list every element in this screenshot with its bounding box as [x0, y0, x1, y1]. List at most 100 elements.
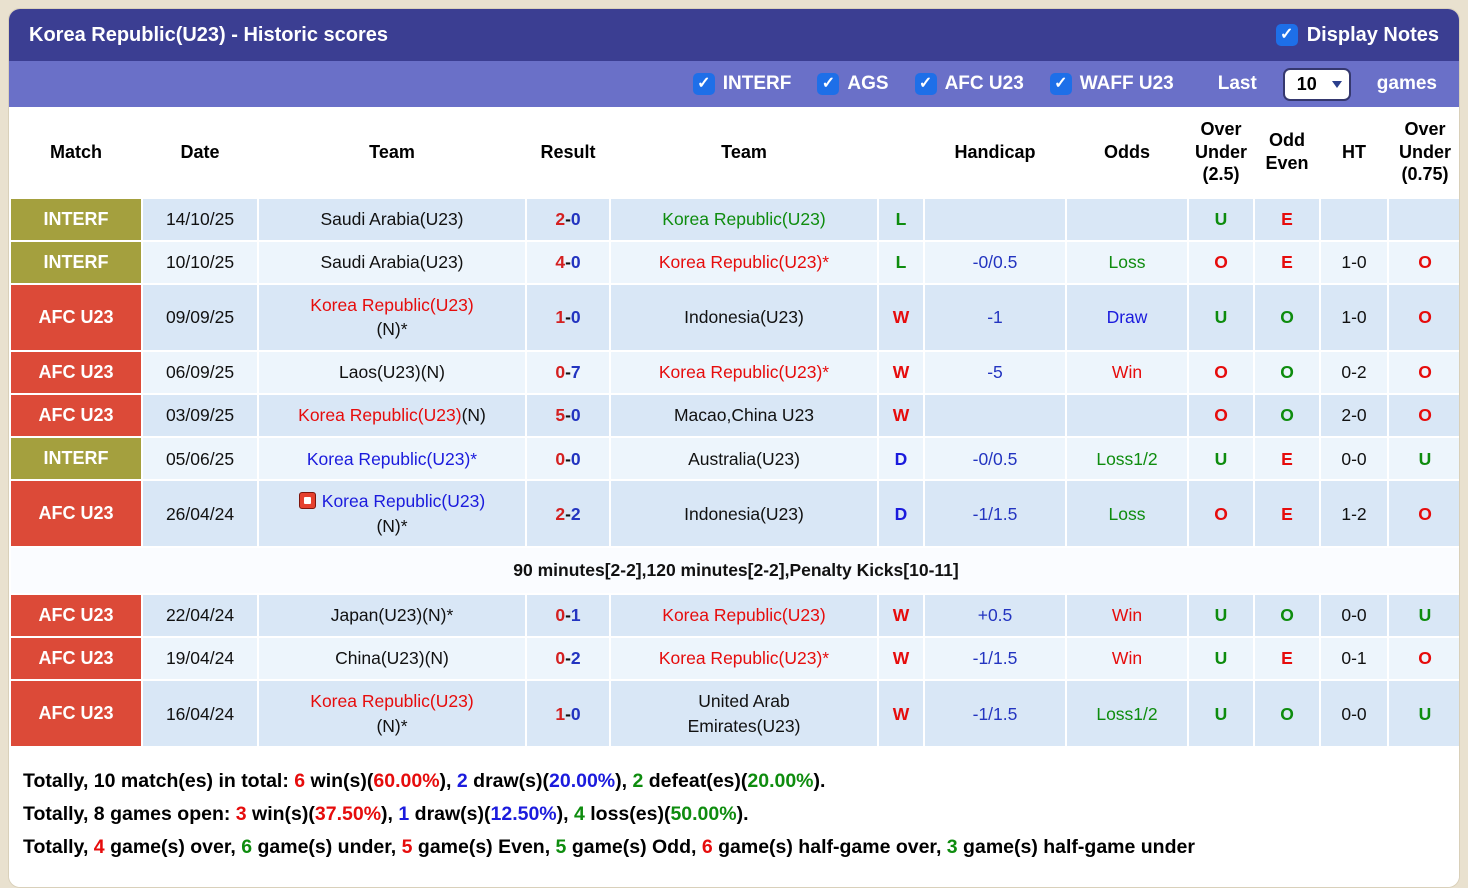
result-cell: 0-7	[525, 349, 611, 396]
away-score: 0	[570, 448, 581, 469]
col-header-team-home: Team	[258, 107, 526, 198]
team-name: Korea Republic(U23)	[298, 405, 462, 426]
handicap-cell: -0/0.5	[923, 239, 1067, 285]
odd-even-cell: O	[1253, 393, 1321, 439]
filter-ags-checkbox[interactable]	[817, 73, 840, 95]
team-name: China(U23)(N)	[335, 648, 449, 669]
home-team-cell: Saudi Arabia(U23)	[257, 239, 527, 285]
over-under-0-75-cell: U	[1387, 592, 1459, 639]
over-under-0-75-cell: O	[1387, 349, 1459, 396]
odd-even-cell: O	[1253, 349, 1321, 396]
away-team-cell: Macao,China U23	[609, 393, 879, 439]
odds-cell: Loss1/2	[1065, 436, 1189, 482]
home-team-cell: Japan(U23)(N)*	[257, 592, 527, 639]
team-name: Korea Republic(U23)*	[306, 448, 478, 469]
col-header-odd-even: Odd Even	[1254, 107, 1320, 198]
team-name: Korea Republic(U23)*	[658, 648, 830, 669]
match-row-10: AFC U23 16/04/24 Korea Republic(U23) (N)* 1-…	[9, 679, 1459, 749]
odds-cell: Win	[1065, 592, 1189, 639]
col-header-ht: HT	[1320, 107, 1388, 198]
match-row-3: AFC U23 09/09/25 Korea Republic(U23) (N)* 1-…	[9, 282, 1459, 352]
filter-afc-u23[interactable]: AFC U23	[914, 73, 1024, 95]
odds-cell: Win	[1065, 349, 1189, 396]
competition-badge: INTERF	[9, 436, 143, 482]
date-cell: 26/04/24	[141, 479, 259, 549]
home-team-cell: China(U23)(N)	[257, 636, 527, 682]
away-team-cell: Korea Republic(U23)*	[609, 636, 879, 682]
team-name: Macao,China U23	[673, 405, 815, 426]
handicap-cell: -1/1.5	[923, 636, 1067, 682]
handicap-cell: -5	[923, 349, 1067, 396]
home-team-cell: Saudi Arabia(U23)	[257, 196, 527, 242]
away-score: 2	[570, 648, 581, 669]
odd-even-cell: O	[1253, 592, 1321, 639]
home-score: 0	[555, 648, 566, 669]
handicap-cell: +0.5	[923, 592, 1067, 639]
match-row-1: INTERF 14/10/25 Saudi Arabia(U23) 2-0 Korea …	[9, 196, 1459, 242]
wdl-cell: D	[877, 436, 925, 482]
team-name: Laos(U23)(N)	[339, 362, 445, 383]
home-team-cell: Korea Republic(U23) (N)*	[257, 282, 527, 352]
col-header-handicap: Handicap	[924, 107, 1066, 198]
result-cell: 1-0	[525, 679, 611, 749]
display-notes-toggle[interactable]: Display Notes	[1275, 23, 1439, 47]
filter-waff-u23-checkbox[interactable]	[1049, 73, 1072, 95]
filter-interf-checkbox[interactable]	[692, 73, 715, 95]
result-cell: 2-2	[525, 479, 611, 549]
team-name: (N)	[461, 405, 486, 426]
col-header-result: Result	[526, 107, 610, 198]
date-cell: 22/04/24	[141, 592, 259, 639]
display-notes-checkbox[interactable]	[1275, 24, 1298, 46]
filter-ags[interactable]: AGS	[817, 73, 889, 95]
team-name: Japan(U23)(N)*	[330, 605, 454, 626]
away-score: 2	[570, 503, 581, 524]
result-cell: 1-0	[525, 282, 611, 352]
team-name: Australia(U23)	[688, 448, 800, 469]
over-under-2-5-cell: U	[1187, 592, 1255, 639]
competition-badge: AFC U23	[9, 679, 143, 749]
over-under-2-5-cell: U	[1187, 436, 1255, 482]
result-cell: 0-2	[525, 636, 611, 682]
home-score: 0	[555, 448, 566, 469]
team-name: Korea Republic(U23)	[662, 208, 826, 229]
ht-cell: 0-0	[1319, 679, 1389, 749]
last-label: Last	[1217, 73, 1257, 94]
competition-badge: AFC U23	[9, 282, 143, 352]
match-row-7: AFC U23 26/04/24 Korea Republic(U23) (N)* 2-…	[9, 479, 1459, 549]
ht-cell: 1-0	[1319, 239, 1389, 285]
date-cell: 16/04/24	[141, 679, 259, 749]
summary-line-1: Totally, 10 match(es) in total: 6 win(s)…	[23, 770, 826, 793]
home-score: 0	[555, 605, 566, 626]
away-team-cell: Indonesia(U23)	[609, 282, 879, 352]
over-under-0-75-cell: O	[1387, 239, 1459, 285]
date-cell: 09/09/25	[141, 282, 259, 352]
games-label: games	[1376, 73, 1437, 94]
competition-badge: AFC U23	[9, 349, 143, 396]
wdl-cell: W	[877, 679, 925, 749]
filter-ags-label: AGS	[847, 73, 889, 94]
team-name: Indonesia(U23)	[684, 307, 804, 328]
away-team-cell: Korea Republic(U23)	[609, 196, 879, 242]
odd-even-cell: E	[1253, 636, 1321, 682]
ht-cell: 0-0	[1319, 436, 1389, 482]
wdl-cell: W	[877, 282, 925, 352]
wdl-cell: W	[877, 393, 925, 439]
league-filter-group: INTERF AGS AFC U23 WAFF U23	[692, 73, 1174, 95]
games-count-select[interactable]: 10	[1282, 67, 1351, 101]
away-score: 1	[570, 605, 581, 626]
summary-section: Totally, 10 match(es) in total: 6 win(s)…	[9, 748, 1459, 888]
date-cell: 14/10/25	[141, 196, 259, 242]
display-notes-label: Display Notes	[1306, 23, 1439, 46]
col-header-date: Date	[142, 107, 258, 198]
filter-afc-u23-checkbox[interactable]	[914, 73, 937, 95]
summary-line-3: Totally, 4 game(s) over, 6 game(s) under…	[23, 836, 1195, 859]
over-under-0-75-cell: U	[1387, 679, 1459, 749]
filter-interf[interactable]: INTERF	[692, 73, 791, 95]
odd-even-cell: E	[1253, 239, 1321, 285]
over-under-0-75-cell: O	[1387, 393, 1459, 439]
filter-waff-u23[interactable]: WAFF U23	[1049, 73, 1174, 95]
team-name: (N)*	[376, 715, 408, 736]
over-under-0-75-cell: U	[1387, 436, 1459, 482]
away-team-cell: Indonesia(U23)	[609, 479, 879, 549]
col-header-wdl	[878, 107, 924, 198]
